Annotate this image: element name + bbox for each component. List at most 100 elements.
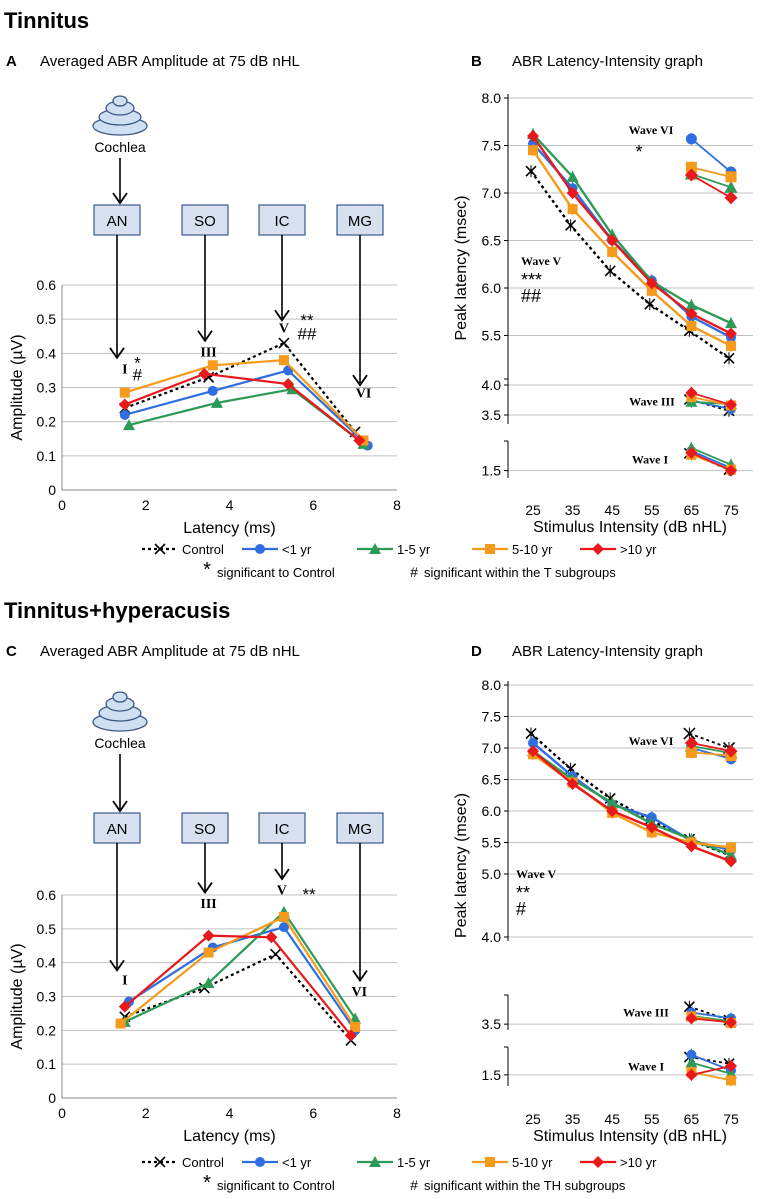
legend-item-control: Control (142, 1155, 224, 1170)
series-line--10-yr (691, 391, 732, 406)
panel-B: B ABR Latency-Intensity graph 8.0 7.5 7.0 6.5… (453, 53, 753, 536)
data-point--10-yr (685, 386, 698, 399)
y-tick-label: 6.0 (482, 280, 502, 296)
y-tick-label: 6.0 (482, 803, 502, 819)
structure-label: IC (275, 821, 290, 838)
wave-label: Wave III (623, 1006, 669, 1020)
section-title-tinnitus: Tinnitus (4, 8, 89, 33)
data-point--10-yr (725, 464, 737, 477)
data-point-5-10-yr (646, 285, 657, 296)
series-line-1-5-yr (532, 750, 732, 857)
x-tick-label: 8 (393, 1105, 401, 1121)
data-point-5-10-yr (528, 145, 538, 156)
arrow-head (109, 347, 125, 360)
data-point--10-yr (353, 434, 366, 447)
legend-item-5-10-yr: 5-10 yr (472, 542, 553, 557)
legend-label: Control (182, 542, 224, 557)
data-point--10-yr (645, 277, 658, 290)
note-text: significant to Control (217, 1178, 335, 1193)
structure-box-mg (336, 812, 384, 844)
y-tick-label: 0.2 (37, 414, 57, 430)
data-point--10-yr (202, 929, 215, 942)
data-point--10-yr (684, 168, 698, 182)
y-tick-label: 7.5 (482, 709, 502, 725)
series-line-1-5-yr (691, 1061, 732, 1075)
data-point--10-yr (684, 736, 698, 750)
legend-label: 5-10 yr (512, 1155, 553, 1170)
wave-label: VI (356, 386, 372, 401)
arrow-head (274, 309, 290, 322)
data-point-5-10-yr (725, 171, 737, 183)
significance-mark: # (133, 366, 143, 385)
data-point--10-yr (725, 1016, 737, 1029)
series-line-1-5-yr (691, 745, 732, 754)
x-tick-label: 4 (226, 497, 234, 513)
x-marker-stroke (683, 1001, 695, 1013)
x-axis-label: Latency (ms) (183, 520, 275, 537)
series-line-control (689, 732, 730, 749)
series-line--1-yr (124, 369, 369, 447)
legend-label: 1-5 yr (397, 1155, 431, 1170)
wave-label: V (279, 322, 289, 337)
y-tick-label: 8.0 (482, 677, 502, 693)
x-axis-label: Stimulus Intensity (dB nHL) (533, 519, 727, 536)
y-tick-label: 0 (48, 482, 56, 498)
y-tick-label: 0.1 (37, 448, 57, 464)
data-point-1-5-yr (725, 849, 737, 861)
structure-box-ic (258, 204, 306, 236)
x-marker-stroke (723, 352, 735, 364)
data-point-5-10-yr (685, 161, 697, 173)
y-tick-label: 0.3 (37, 989, 57, 1005)
x-tick-label: 75 (723, 1111, 739, 1127)
y-tick-label: 3.5 (482, 1016, 502, 1032)
legend-item--10-yr: >10 yr (580, 1155, 657, 1170)
significance-mark: ## (298, 325, 317, 344)
data-point-control (683, 727, 696, 740)
y-tick-label: 6.5 (482, 233, 502, 249)
x-marker-stroke (644, 298, 656, 310)
series-line--10-yr (690, 174, 732, 199)
x-tick-label: 0 (58, 497, 66, 513)
data-point--10-yr (685, 307, 698, 320)
data-point-control (154, 1156, 166, 1168)
x-tick-label: 75 (723, 502, 739, 518)
x-axis-label: Stimulus Intensity (dB nHL) (533, 1128, 727, 1145)
data-point--1-yr (686, 1049, 697, 1060)
data-point-control (604, 265, 616, 277)
significance-mark: ** (300, 311, 314, 330)
data-point--10-yr (685, 840, 698, 853)
legend-item--1-yr: <1 yr (242, 1155, 312, 1170)
y-tick-label: 5.5 (482, 835, 502, 851)
data-point--1-yr (685, 133, 697, 145)
y-axis-label: Amplitude (µV) (9, 334, 26, 440)
series-line--10-yr (124, 934, 352, 1037)
wave-label: I (122, 973, 127, 988)
series-line-5-10-yr (691, 751, 732, 757)
series-line-control (124, 341, 356, 433)
data-point-5-10-yr (607, 246, 618, 257)
y-tick-label: 0 (48, 1090, 56, 1106)
data-point-5-10-yr (726, 1075, 736, 1086)
panel-label: B (471, 53, 482, 70)
x-marker-stroke (154, 1156, 166, 1168)
y-tick-label: 0.6 (37, 277, 57, 293)
arrow-head (197, 330, 213, 343)
note-text: significant to Control (217, 565, 335, 580)
x-tick-label: 2 (142, 497, 150, 513)
significance-mark: * (635, 142, 642, 162)
data-point--10-yr (566, 777, 579, 790)
y-tick-label: 6.5 (482, 772, 502, 788)
structure-label: IC (275, 213, 290, 230)
y-tick-label: 8.0 (482, 90, 502, 106)
data-point-control (269, 948, 282, 960)
data-point--10-yr (725, 1059, 737, 1072)
wave-label: Wave I (628, 1060, 665, 1074)
legend-item-5-10-yr: 5-10 yr (472, 1155, 553, 1170)
series-line-1-5-yr (691, 173, 732, 189)
x-tick-label: 65 (684, 1111, 700, 1127)
data-point-control (525, 727, 537, 740)
series-line-control (689, 1005, 730, 1021)
x-tick-label: 0 (58, 1105, 66, 1121)
y-tick-label: 0.1 (37, 1056, 57, 1072)
data-point--10-yr (645, 821, 658, 834)
